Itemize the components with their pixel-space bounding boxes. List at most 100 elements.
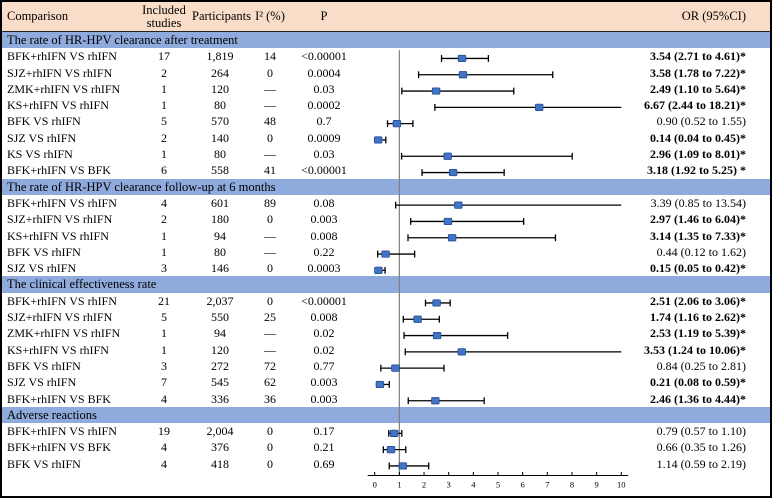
p-value-cell: 0.003 xyxy=(310,375,338,390)
participants-cell: 140 xyxy=(211,130,229,145)
p-value-cell: 0.0003 xyxy=(307,261,341,276)
participants-cell: 80 xyxy=(214,98,226,113)
table-row: BFK+rhIFN VS rhIFN 19 2,004 0 0.17 0.79 (0.57… xyxy=(2,423,770,439)
i-squared-cell: 48 xyxy=(264,114,276,129)
i-squared-cell: 0 xyxy=(267,65,273,80)
or-ci-cell: 0.90 (0.52 to 1.55) xyxy=(656,114,746,129)
participants-cell: 418 xyxy=(211,456,229,471)
i-squared-cell: 36 xyxy=(264,391,276,406)
included-studies-cell: 1 xyxy=(161,244,167,259)
included-studies-cell: 1 xyxy=(161,147,167,162)
comparison-cell: BFK VS rhIFN xyxy=(7,358,81,373)
p-value-cell: 0.21 xyxy=(313,440,335,455)
table-body: The rate of HR-HPV clearance after treat… xyxy=(2,32,770,472)
p-value-cell: 0.003 xyxy=(310,212,338,227)
or-ci-cell: 2.97 (1.46 to 6.04)* xyxy=(650,212,746,227)
table-row: BFK VS rhIFN 3 272 72 0.77 0.84 (0.25 to 2.81… xyxy=(2,358,770,374)
table-row: BFK+rhIFN VS rhIFN 17 1,819 14 <0.00001 3.54 … xyxy=(2,48,770,64)
p-value-cell: 0.0002 xyxy=(307,98,341,113)
table-row: SJZ VS rhIFN 2 140 0 0.0009 0.14 (0.04 to 0.4… xyxy=(2,130,770,146)
included-studies-cell: 1 xyxy=(161,342,167,357)
table-row: BFK+rhIFN VS BFK 6 558 41 <0.00001 3.18 (1.92… xyxy=(2,162,770,178)
p-value-cell: 0.08 xyxy=(313,195,335,210)
table-row: SJZ VS rhIFN 3 146 0 0.0003 0.15 (0.05 to 0.4… xyxy=(2,260,770,276)
participants-cell: 2,037 xyxy=(206,293,234,308)
comparison-cell: KS+rhIFN VS rhIFN xyxy=(7,342,109,357)
included-studies-cell: 6 xyxy=(161,163,167,178)
p-value-cell: 0.003 xyxy=(310,391,338,406)
or-ci-cell: 3.18 (1.92 to 5.25) * xyxy=(647,163,746,178)
or-ci-cell: 2.53 (1.19 to 5.39)* xyxy=(650,326,746,341)
section-header-row: The rate of HR-HPV clearance after treat… xyxy=(2,32,770,49)
included-studies-cell: 5 xyxy=(161,310,167,325)
p-value-cell: 0.008 xyxy=(310,310,338,325)
participants-cell: 550 xyxy=(211,310,229,325)
column-header-p-value: P xyxy=(320,9,328,23)
x-axis-tick-label: 8 xyxy=(570,480,574,490)
table-row: BFK VS rhIFN 4 418 0 0.69 1.14 (0.59 to 2.19) xyxy=(2,456,770,472)
or-ci-cell: 3.54 (2.71 to 4.61)* xyxy=(650,49,746,64)
participants-cell: 376 xyxy=(211,440,229,455)
comparison-cell: KS VS rhIFN xyxy=(7,147,73,162)
p-value-cell: 0.02 xyxy=(313,326,335,341)
table-row: ZMK+rhIFN VS rhIFN 1 94 — 0.02 2.53 (1.19 to … xyxy=(2,325,770,341)
p-value-cell: 0.008 xyxy=(310,228,338,243)
included-studies-cell: 17 xyxy=(158,49,170,64)
or-ci-cell: 0.66 (0.35 to 1.26) xyxy=(656,440,746,455)
comparison-cell: BFK+rhIFN VS BFK xyxy=(7,440,111,455)
p-value-cell: 0.77 xyxy=(313,358,335,373)
comparison-cell: BFK+rhIFN VS rhIFN xyxy=(7,424,117,439)
p-value-cell: <0.00001 xyxy=(301,293,347,308)
i-squared-cell: 0 xyxy=(267,440,273,455)
column-header-comparison: Comparison xyxy=(7,9,69,23)
participants-cell: 120 xyxy=(211,342,229,357)
p-value-cell: 0.69 xyxy=(313,456,335,471)
p-value-cell: 0.0004 xyxy=(307,65,341,80)
included-studies-cell: 4 xyxy=(161,456,167,471)
table-row: KS VS rhIFN 1 80 — 0.03 2.96 (1.09 to 8.01)* xyxy=(2,146,770,162)
comparison-cell: BFK VS rhIFN xyxy=(7,456,81,471)
or-ci-cell: 3.14 (1.35 to 7.33)* xyxy=(650,228,746,243)
table-row: KS+rhIFN VS rhIFN 1 120 — 0.02 3.53 (1.24 to … xyxy=(2,342,770,358)
i-squared-cell: — xyxy=(264,147,276,162)
table-row: BFK+rhIFN VS BFK 4 376 0 0.21 0.66 (0.35 to 1… xyxy=(2,439,770,455)
x-axis-tick-label: 2 xyxy=(422,480,426,490)
comparison-cell: BFK+rhIFN VS rhIFN xyxy=(7,293,117,308)
comparison-cell: ZMK+rhIFN VS rhIFN xyxy=(7,81,121,96)
column-header-included-studies: Included studies xyxy=(142,2,186,30)
included-studies-cell: 1 xyxy=(161,98,167,113)
column-header-participants: Participants xyxy=(192,9,252,23)
comparison-cell: BFK+rhIFN VS rhIFN xyxy=(7,195,117,210)
x-axis-tick-label: 10 xyxy=(617,480,626,490)
comparison-cell: ZMK+rhIFN VS rhIFN xyxy=(7,326,121,341)
participants-cell: 1,819 xyxy=(206,49,234,64)
i-squared-cell: 41 xyxy=(264,163,276,178)
or-ci-cell: 0.84 (0.25 to 2.81) xyxy=(656,358,746,373)
participants-cell: 146 xyxy=(211,261,229,276)
participants-cell: 601 xyxy=(211,195,229,210)
i-squared-cell: 62 xyxy=(264,375,276,390)
included-studies-cell: 2 xyxy=(161,212,167,227)
participants-cell: 570 xyxy=(211,114,229,129)
included-studies-cell: 3 xyxy=(161,261,167,276)
p-value-cell: 0.7 xyxy=(316,114,332,129)
included-studies-cell: 2 xyxy=(161,130,167,145)
comparison-cell: KS+rhIFN VS rhIFN xyxy=(7,98,109,113)
or-ci-cell: 0.15 (0.05 to 0.42)* xyxy=(650,261,746,276)
participants-cell: 272 xyxy=(211,358,229,373)
participants-cell: 264 xyxy=(211,65,229,80)
table-header-row: Comparison Included studies Participants… xyxy=(2,2,770,32)
or-ci-cell: 3.53 (1.24 to 10.06)* xyxy=(644,342,746,357)
p-value-cell: 0.03 xyxy=(313,81,335,96)
included-studies-cell: 1 xyxy=(161,228,167,243)
or-ci-cell: 6.67 (2.44 to 18.21)* xyxy=(644,98,746,113)
table-row: BFK VS rhIFN 1 80 — 0.22 0.44 (0.12 to 1.62) xyxy=(2,244,770,260)
or-ci-cell: 2.96 (1.09 to 8.01)* xyxy=(650,147,746,162)
table-row: ZMK+rhIFN VS rhIFN 1 120 — 0.03 2.49 (1.10 to… xyxy=(2,81,770,97)
included-studies-cell: 1 xyxy=(161,81,167,96)
table-row: SJZ+rhIFN VS rhIFN 5 550 25 0.008 1.74 (1.16 … xyxy=(2,309,770,325)
participants-cell: 94 xyxy=(214,228,226,243)
i-squared-cell: 0 xyxy=(267,212,273,227)
comparison-cell: BFK+rhIFN VS BFK xyxy=(7,391,111,406)
